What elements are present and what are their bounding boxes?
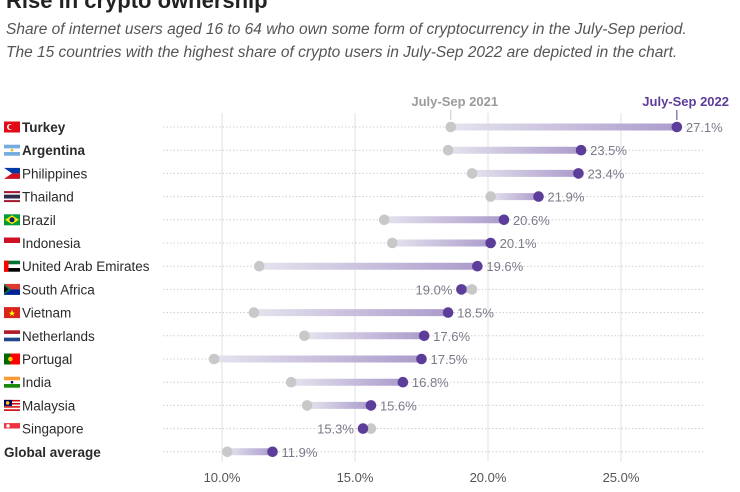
dot-2021 xyxy=(248,307,260,318)
flag-in-icon xyxy=(4,376,20,388)
dot-2021 xyxy=(222,446,233,458)
dot-2022 xyxy=(267,446,278,458)
value-label: 17.6% xyxy=(433,329,470,344)
value-label: 23.4% xyxy=(587,166,624,181)
dot-2022 xyxy=(573,168,584,179)
country-label: Argentina xyxy=(22,143,85,158)
dot-2021 xyxy=(466,168,478,179)
country-label: India xyxy=(22,375,52,390)
flag-ar-icon xyxy=(4,144,20,156)
dot-2021 xyxy=(485,191,496,202)
country-label: Philippines xyxy=(22,166,88,181)
value-label: 11.9% xyxy=(282,445,318,460)
country-label: Vietnam xyxy=(22,306,71,321)
dot-2021 xyxy=(466,284,478,295)
country-label: Portugal xyxy=(22,352,72,367)
dot-2021 xyxy=(445,121,457,133)
dot-2022 xyxy=(456,284,467,295)
flag-ph-icon xyxy=(4,167,20,179)
dot-2021 xyxy=(386,237,398,249)
x-tick-label: 20.0% xyxy=(470,470,507,485)
dot-2022 xyxy=(472,260,483,272)
legend-2021: July-Sep 2021 xyxy=(411,94,498,109)
country-label: Turkey xyxy=(22,120,66,135)
flag-nl-icon xyxy=(4,330,20,342)
country-label: Global average xyxy=(4,445,101,460)
country-label: Netherlands xyxy=(22,329,95,344)
legend-2022: July-Sep 2022 xyxy=(642,94,729,109)
flag-br-icon xyxy=(4,214,20,226)
dot-2022 xyxy=(498,214,510,226)
value-label: 20.6% xyxy=(513,213,550,228)
flag-pt-icon xyxy=(4,353,20,365)
flag-sg-icon xyxy=(4,423,20,435)
dot-2021 xyxy=(301,400,313,411)
value-label: 17.5% xyxy=(431,352,468,367)
country-label: Brazil xyxy=(22,213,56,228)
dot-2021 xyxy=(253,260,265,272)
dot-2021 xyxy=(365,423,377,434)
dot-2022 xyxy=(416,353,427,365)
dot-2021 xyxy=(285,376,297,388)
value-label: 23.5% xyxy=(590,143,627,158)
dot-2022 xyxy=(397,376,409,388)
x-tick-label: 25.0% xyxy=(603,470,640,485)
country-label: South Africa xyxy=(22,282,95,297)
dot-2022 xyxy=(485,237,496,249)
value-label: 15.6% xyxy=(380,398,417,413)
dot-2022 xyxy=(357,423,369,434)
chart-title: Rise in crypto ownership xyxy=(6,0,268,13)
dot-2021 xyxy=(442,144,454,156)
dot-2022 xyxy=(533,191,544,202)
flag-th-icon xyxy=(4,191,20,203)
value-label: 15.3% xyxy=(317,422,354,437)
value-label: 27.1% xyxy=(686,120,723,135)
x-tick-label: 15.0% xyxy=(337,470,374,485)
value-label: 19.0% xyxy=(416,282,453,297)
value-label: 21.9% xyxy=(548,190,585,205)
flag-tr-icon xyxy=(4,121,20,133)
value-label: 18.5% xyxy=(457,306,494,321)
flag-za-icon xyxy=(4,283,20,295)
x-tick-label: 10.0% xyxy=(204,470,241,485)
dot-2022 xyxy=(575,144,587,156)
subtitle-line-2: The 15 countries with the highest share … xyxy=(6,44,678,61)
value-label: 16.8% xyxy=(412,375,449,390)
country-label: Malaysia xyxy=(22,398,76,413)
country-label: Thailand xyxy=(22,190,74,205)
subtitle-line-1: Share of internet users aged 16 to 64 wh… xyxy=(6,21,687,38)
country-label: Indonesia xyxy=(22,236,81,251)
value-label: 19.6% xyxy=(486,259,523,274)
dot-2021 xyxy=(299,330,310,342)
dot-2022 xyxy=(671,121,683,133)
flag-id-icon xyxy=(4,237,20,249)
dot-2022 xyxy=(365,400,377,411)
dot-2021 xyxy=(378,214,390,226)
flag-ae-icon xyxy=(4,260,20,272)
dot-2021 xyxy=(208,353,220,365)
flag-my-icon xyxy=(4,399,20,411)
country-label: United Arab Emirates xyxy=(22,259,150,274)
value-label: 20.1% xyxy=(500,236,537,251)
country-label: Singapore xyxy=(22,422,84,437)
dot-2022 xyxy=(418,330,430,342)
dot-2022 xyxy=(442,307,454,318)
flag-vn-icon xyxy=(4,307,20,319)
